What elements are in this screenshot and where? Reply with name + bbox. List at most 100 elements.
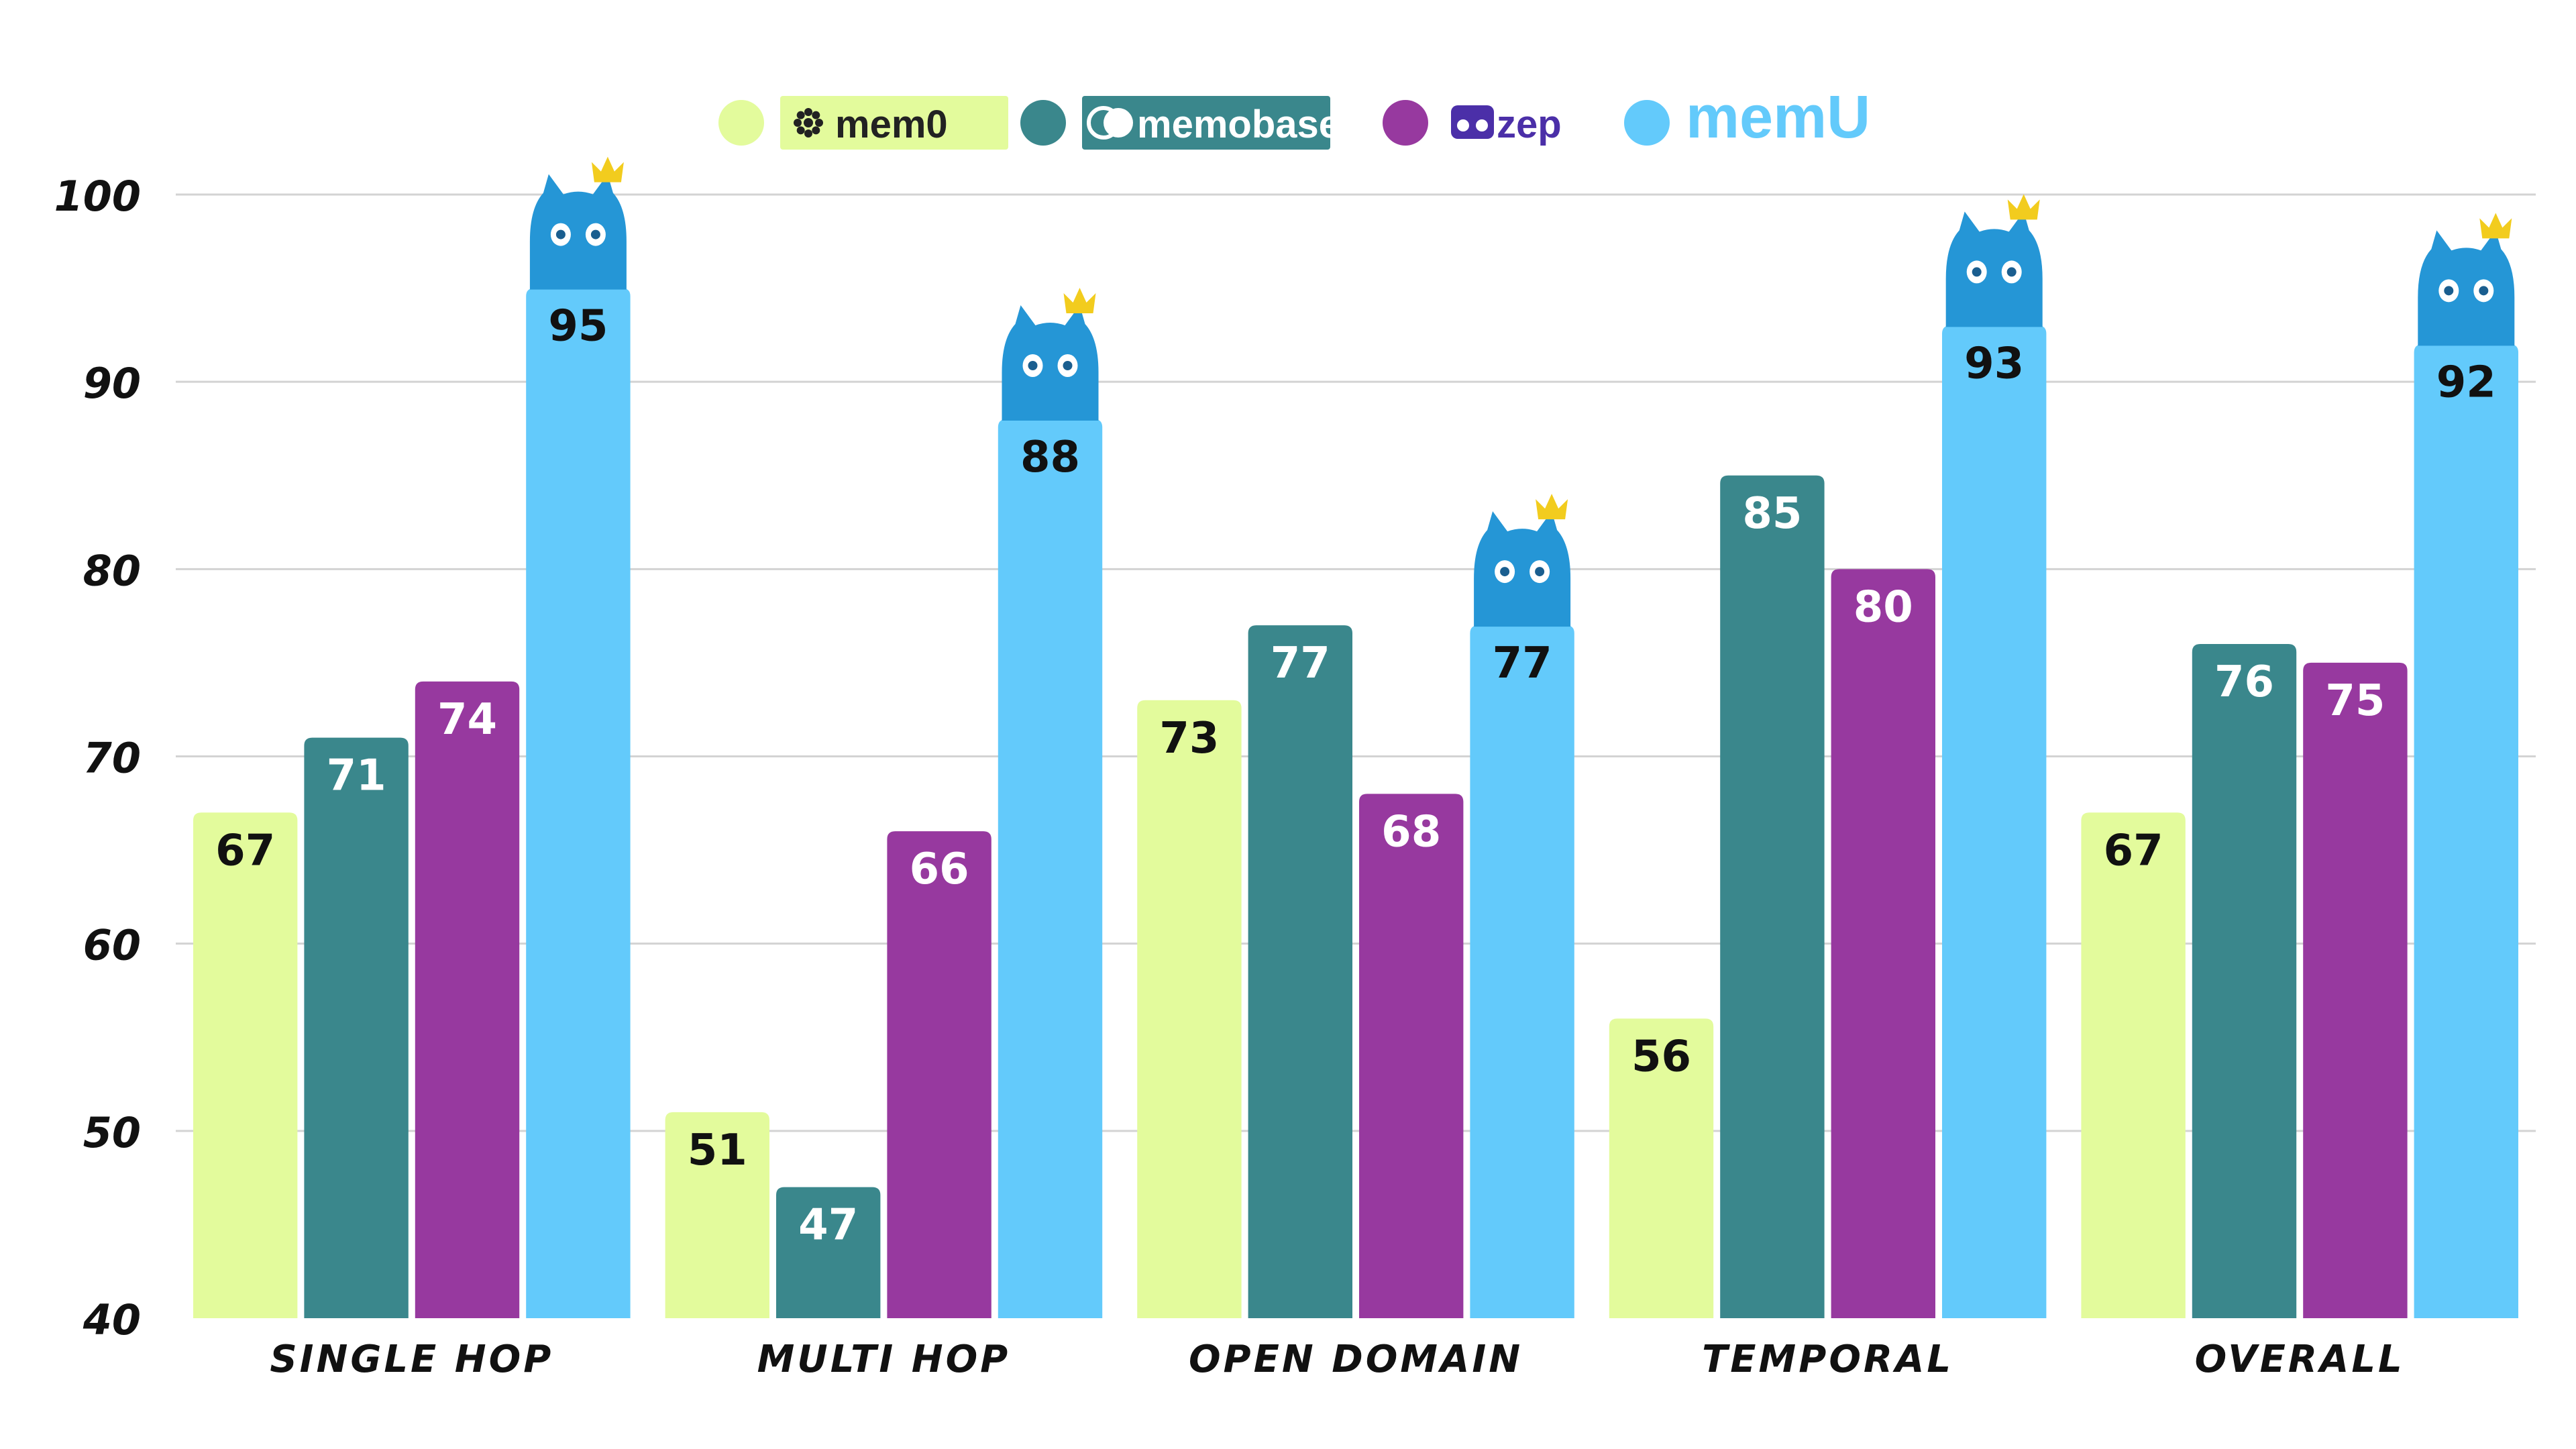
data-label-mem0-single-hop: 67 [215, 826, 275, 875]
data-label-zep-overall: 75 [2325, 676, 2385, 726]
bar-mem0-overall [2081, 812, 2186, 1318]
cat-pupil-left [1028, 361, 1038, 370]
bar-memobase-overall [2192, 644, 2297, 1318]
zep-logo-eye-left [1457, 119, 1469, 131]
bars: 67 71 74 95 51 47 66 88 73 77 68 77 56 85 80 93 67 76 75 92 [193, 156, 2518, 1319]
data-label-memu-multi-hop: 88 [1020, 433, 1080, 482]
cat-pupil-right [2006, 267, 2017, 277]
data-label-zep-multi-hop: 66 [910, 845, 969, 894]
zep-logo-body [1451, 105, 1494, 139]
cat-head [529, 174, 627, 290]
y-tick-label: 40 [83, 1295, 141, 1344]
cat-pupil-left [2444, 286, 2454, 296]
data-label-zep-temporal: 80 [1854, 582, 1913, 632]
y-axis-ticks: 40 50 60 70 80 90 100 [54, 172, 141, 1344]
cat-pupil-right [1063, 361, 1073, 370]
bar-zep-single-hop [415, 681, 520, 1318]
bar-memobase-multi-hop [776, 1187, 881, 1318]
data-label-zep-single-hop: 74 [437, 695, 497, 745]
y-tick-label: 50 [83, 1108, 141, 1157]
crowned-cat-icon [1002, 288, 1099, 421]
crowned-cat-icon [1474, 494, 1571, 627]
mem0-logo-dot [804, 108, 812, 116]
data-label-memobase-single-hop: 71 [327, 751, 386, 801]
legend-swatch-memu [1624, 100, 1670, 146]
legend-label-mem0: mem0 [835, 103, 948, 146]
bar-mem0-multi-hop [665, 1112, 769, 1318]
bar-zep-multi-hop [887, 831, 991, 1318]
crown-icon [1063, 288, 1096, 313]
cat-pupil-left [1972, 267, 1982, 277]
cat-head [2418, 230, 2515, 346]
data-label-mem0-multi-hop: 51 [688, 1126, 747, 1175]
bar-mem0-open-domain [1137, 700, 1242, 1318]
bar-zep-overall [2303, 662, 2408, 1318]
bar-memu-temporal [1942, 325, 2047, 1319]
legend-swatch-memobase [1020, 100, 1066, 146]
memobase-logo-icon [1087, 106, 1133, 140]
legend-label-zep: zep [1497, 103, 1562, 146]
data-label-zep-open-domain: 68 [1381, 807, 1441, 857]
legend: mem0 memobase zep memU [718, 84, 1870, 151]
memobase-logo-disc [1104, 108, 1133, 138]
data-label-mem0-temporal: 56 [1631, 1032, 1691, 1081]
mem0-logo-dot [796, 111, 805, 119]
data-label-memu-single-hop: 95 [548, 302, 608, 352]
crown-icon [1536, 494, 1568, 520]
cat-pupil-right [590, 229, 600, 239]
bar-memu-open-domain [1470, 625, 1574, 1319]
x-axis-labels: SINGLE HOP MULTI HOP OPEN DOMAIN TEMPORAL OV… [270, 1338, 2405, 1381]
cat-pupil-right [1535, 567, 1545, 577]
data-label-memobase-overall: 76 [2214, 657, 2274, 707]
crown-icon [2479, 213, 2512, 239]
bar-memu-multi-hop [998, 419, 1103, 1318]
y-tick-label: 90 [83, 359, 141, 408]
bar-zep-open-domain [1359, 794, 1464, 1318]
mem0-logo-dot [804, 129, 812, 138]
bar-mem0-temporal [1609, 1018, 1714, 1318]
cat-pupil-right [2479, 286, 2489, 296]
crowned-cat-icon [1945, 194, 2043, 327]
y-tick-label: 80 [83, 546, 141, 595]
data-label-memu-open-domain: 77 [1493, 639, 1552, 688]
legend-badge-memobase [1082, 96, 1330, 150]
legend-label-memobase: memobase [1137, 103, 1340, 146]
x-tick-label-open-domain: OPEN DOMAIN [1189, 1338, 1523, 1381]
y-tick-label: 100 [54, 172, 141, 221]
mem0-logo-icon [794, 108, 823, 138]
data-label-mem0-open-domain: 73 [1159, 714, 1219, 763]
x-tick-label-single-hop: SINGLE HOP [270, 1338, 553, 1381]
y-tick-label: 70 [83, 734, 141, 783]
bar-memu-single-hop [526, 288, 631, 1318]
cat-pupil-left [555, 229, 566, 239]
legend-swatch-mem0 [718, 100, 764, 146]
bar-memu-overall [2414, 344, 2518, 1319]
y-tick-label: 60 [83, 921, 141, 970]
data-label-mem0-overall: 67 [2104, 826, 2163, 875]
bar-memobase-open-domain [1248, 625, 1352, 1319]
legend-label-memu: memU [1686, 84, 1870, 151]
data-label-memu-overall: 92 [2436, 358, 2496, 407]
bar-memobase-temporal [1720, 475, 1825, 1318]
zep-logo-icon [1451, 105, 1494, 139]
crowned-cat-icon [529, 156, 627, 290]
bar-mem0-single-hop [193, 812, 298, 1318]
cat-head [1002, 305, 1099, 421]
mem0-logo-center [804, 118, 813, 127]
cat-pupil-left [1500, 567, 1510, 577]
mem0-logo-dot [796, 126, 805, 135]
data-label-memobase-temporal: 85 [1742, 489, 1802, 539]
bar-memobase-single-hop [304, 737, 409, 1318]
legend-badge-mem0 [780, 96, 1008, 150]
legend-item-mem0: mem0 [718, 96, 1008, 150]
data-label-memu-temporal: 93 [1964, 339, 2024, 388]
bar-zep-temporal [1831, 569, 1935, 1319]
x-tick-label-temporal: TEMPORAL [1702, 1338, 1953, 1381]
cat-head [1474, 511, 1571, 627]
mem0-logo-dot [812, 111, 820, 119]
mem0-logo-dot [794, 119, 802, 127]
x-tick-label-overall: OVERALL [2195, 1338, 2405, 1381]
crowned-cat-icon [2418, 213, 2515, 346]
